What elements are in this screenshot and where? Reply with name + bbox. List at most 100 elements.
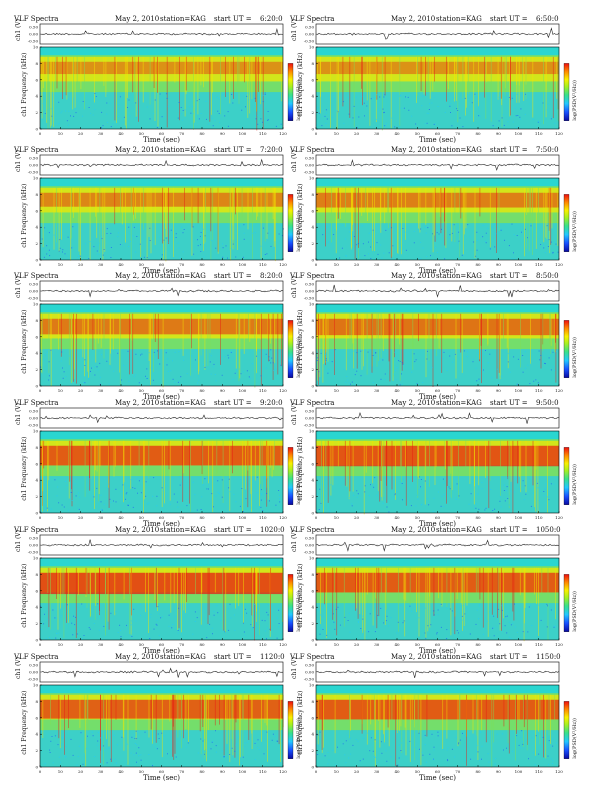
spectrogram-speckle	[149, 616, 151, 618]
spectrogram-speckle	[50, 108, 52, 110]
spectrogram-speckle	[377, 109, 379, 111]
spectrogram-streak	[376, 313, 378, 367]
spectrogram-streak	[58, 187, 60, 252]
spectrogram-streak	[271, 440, 273, 478]
spectrogram-speckle	[453, 224, 455, 226]
freq-tick-label: 0	[311, 638, 314, 643]
spectrogram-streak	[349, 56, 351, 118]
spectrogram-streak	[148, 313, 150, 361]
spectrogram-speckle	[480, 731, 482, 733]
spectrogram-speckle	[87, 735, 88, 737]
spectrogram-speckle	[528, 606, 530, 608]
spectrogram-speckle	[372, 382, 374, 384]
spectrogram-speckle	[206, 637, 208, 639]
spectrogram-streak	[146, 187, 148, 260]
spectrogram-speckle	[433, 123, 435, 125]
spectrogram-top-band	[316, 304, 559, 313]
spectrogram-speckle	[375, 352, 377, 353]
spectrogram-speckle	[192, 633, 194, 635]
spectrogram-speckle	[148, 502, 150, 504]
spectrogram-speckle	[276, 637, 278, 639]
spectrogram-speckle	[199, 235, 201, 237]
spectrogram-speckle	[406, 608, 408, 610]
ch1-tick-label: 0.50	[305, 536, 314, 541]
spectrogram-speckle	[281, 235, 283, 237]
spectrogram-speckle	[538, 500, 540, 502]
spectrogram-speckle	[213, 614, 215, 616]
spectrogram-streak	[119, 313, 121, 385]
spectrogram-streak	[349, 440, 351, 492]
spectrogram-speckle	[325, 109, 327, 111]
spectrogram-speckle	[362, 618, 364, 620]
spectrogram-streak	[425, 187, 427, 225]
spectrogram-streak	[548, 694, 550, 736]
panel-station: station=KAG	[160, 15, 206, 23]
spectrogram-speckle	[224, 730, 226, 732]
spectrogram-speckle	[72, 226, 74, 228]
spectrogram-streak	[112, 313, 114, 350]
spectrogram-speckle	[74, 628, 76, 630]
spectrogram-streak	[200, 567, 202, 625]
spectrogram-speckle	[270, 257, 271, 259]
time-tick-label: 110	[535, 769, 543, 774]
spectrogram-streak	[90, 567, 91, 617]
spectrogram-speckle	[97, 740, 99, 742]
spectrogram-speckle	[177, 630, 179, 631]
spectrogram-speckle	[506, 490, 507, 492]
spectrogram-streak	[545, 694, 547, 759]
spectrogram-speckle	[201, 496, 203, 498]
time-tick-label: 100	[239, 131, 247, 136]
spectrogram-streak	[532, 187, 533, 255]
spectrogram-speckle	[365, 636, 367, 638]
spectrogram-streak	[372, 187, 373, 251]
panel-start-ut: 8:50:0	[536, 272, 559, 280]
spectrogram-speckle	[505, 616, 507, 618]
spectrogram-streak	[425, 567, 427, 639]
spectrogram-streak	[336, 56, 338, 130]
spectrogram-speckle	[351, 503, 353, 505]
spectrogram-speckle	[88, 107, 90, 108]
spectrogram-speckle	[101, 236, 102, 237]
spectrogram-speckle	[459, 117, 461, 119]
spectrogram-speckle	[545, 363, 546, 365]
ch1-tick-label: -0.50	[28, 39, 39, 44]
spectrogram-streak	[80, 187, 81, 261]
spectrogram-speckle	[546, 109, 548, 111]
spectrogram-streak	[446, 440, 448, 486]
colorbar-label: log(PSD(V²/Hz))	[571, 464, 578, 505]
spectrogram-speckle	[278, 609, 280, 611]
spectrogram-speckle	[552, 351, 554, 353]
spectrogram-speckle	[454, 756, 456, 758]
spectrogram-streak	[127, 56, 128, 98]
spectrogram-speckle	[368, 253, 369, 255]
spectrogram-streak	[382, 313, 384, 351]
spectrogram-speckle	[71, 500, 73, 501]
spectrogram-streak	[232, 694, 234, 756]
spectrogram-speckle	[75, 107, 77, 109]
spectrogram-speckle	[44, 227, 46, 229]
spectrogram-speckle	[361, 96, 363, 97]
spectrogram-streak	[190, 440, 191, 512]
ch1-tick-label: 0.50	[29, 156, 38, 161]
spectrogram-speckle	[106, 113, 108, 115]
spectrogram-speckle	[119, 99, 121, 100]
ch1-tick-label: 0.50	[29, 409, 38, 414]
spectrogram-streak	[321, 440, 322, 505]
spectrogram-speckle	[67, 124, 69, 126]
spectrogram-speckle	[210, 355, 212, 357]
spectrogram-streak	[79, 694, 81, 728]
spectrogram-streak	[256, 56, 258, 131]
spectrogram-speckle	[494, 93, 496, 94]
spectrogram-speckle	[407, 96, 409, 98]
time-tick-label: 120	[555, 388, 563, 393]
spectrogram-speckle	[347, 379, 349, 381]
spectrogram-streak	[550, 187, 552, 245]
spectrogram-speckle	[386, 760, 388, 762]
spectrogram-speckle	[278, 490, 280, 491]
spectrogram-speckle	[360, 350, 362, 352]
spectrogram-speckle	[355, 96, 357, 98]
spectrogram-speckle	[478, 605, 480, 607]
spectrogram-streak	[86, 694, 88, 724]
spectrogram-speckle	[278, 623, 280, 624]
spectrogram-speckle	[48, 349, 50, 351]
